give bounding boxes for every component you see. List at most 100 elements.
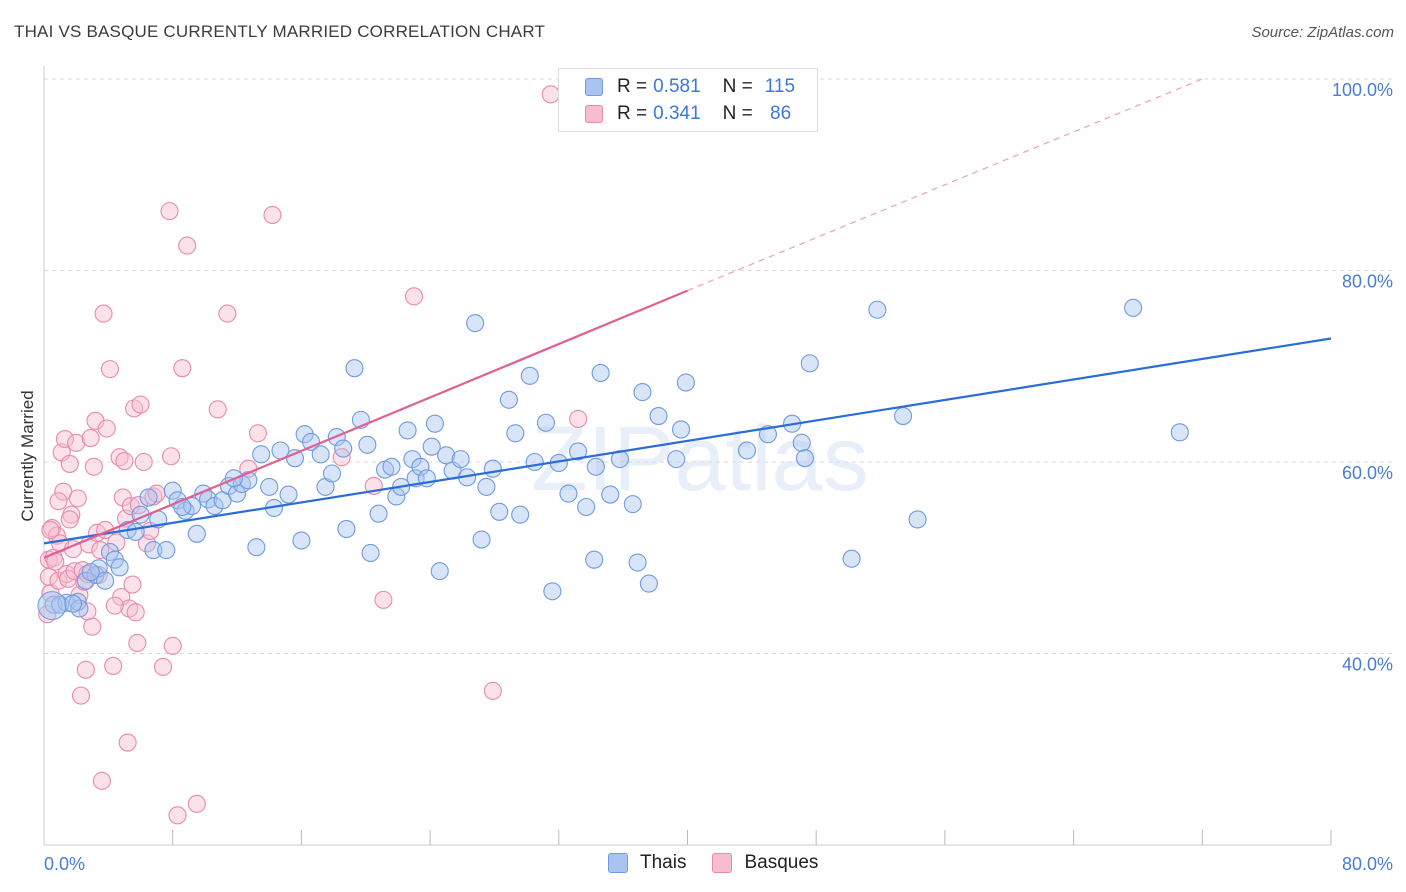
data-point xyxy=(76,571,95,590)
data-point xyxy=(134,452,153,472)
data-point xyxy=(628,553,647,572)
data-point xyxy=(67,433,86,452)
data-point xyxy=(569,409,588,428)
trend-layer xyxy=(43,78,1332,559)
data-point xyxy=(131,395,150,414)
data-point xyxy=(676,373,695,392)
thais-points xyxy=(37,298,1189,621)
data-point xyxy=(76,660,95,679)
data-point xyxy=(126,522,145,541)
data-point xyxy=(425,414,444,433)
data-point xyxy=(83,617,102,636)
data-point xyxy=(128,633,147,653)
data-point xyxy=(908,510,927,529)
data-point xyxy=(39,567,58,586)
data-point xyxy=(168,806,187,825)
data-point xyxy=(139,488,158,507)
data-point xyxy=(894,406,913,426)
data-point xyxy=(182,496,202,516)
data-point xyxy=(295,425,314,444)
series-legend: Thais Basques xyxy=(608,852,844,874)
data-point xyxy=(639,574,658,593)
data-point xyxy=(490,502,509,521)
axis-layer xyxy=(43,66,1332,846)
data-point xyxy=(520,366,539,385)
legend-label-thais: Thais xyxy=(640,852,687,873)
data-point xyxy=(591,363,610,383)
x-tick-label: 80.0% xyxy=(1342,854,1393,874)
data-point xyxy=(374,590,393,609)
data-point xyxy=(105,596,124,615)
data-point xyxy=(483,459,502,478)
data-point xyxy=(536,413,555,432)
y-tick-label: 40.0% xyxy=(1342,655,1393,675)
data-point xyxy=(187,794,206,813)
data-point xyxy=(311,445,330,464)
data-point xyxy=(382,457,401,476)
data-point xyxy=(60,454,79,473)
data-point xyxy=(263,205,282,225)
data-point xyxy=(758,425,777,444)
data-point xyxy=(247,538,266,557)
data-point xyxy=(451,450,470,469)
data-point xyxy=(868,300,887,319)
data-point xyxy=(97,419,116,438)
legend-n-value: 86 xyxy=(764,103,792,124)
data-point xyxy=(162,447,181,466)
data-point xyxy=(430,562,449,581)
legend-n-value: 115 xyxy=(764,76,796,97)
data-point xyxy=(81,563,100,582)
legend-r-label: R = xyxy=(617,76,648,97)
data-point xyxy=(361,543,380,563)
data-point xyxy=(252,445,271,464)
data-point xyxy=(163,636,182,655)
data-point xyxy=(543,582,562,601)
data-point xyxy=(334,439,353,458)
legend-r-value: 0.341 xyxy=(653,103,701,124)
data-point xyxy=(110,558,129,577)
data-point xyxy=(218,304,237,323)
data-point xyxy=(586,457,605,476)
data-point xyxy=(404,287,424,306)
legend-swatch-thais xyxy=(608,853,628,873)
legend-r-value: 0.581 xyxy=(653,76,701,97)
data-point xyxy=(633,383,652,402)
data-point xyxy=(472,530,491,549)
y-tick-label: 60.0% xyxy=(1342,463,1393,483)
data-point xyxy=(601,485,620,504)
legend-swatch-basques xyxy=(585,105,603,123)
source-label: Source: ZipAtlas.com xyxy=(1251,24,1394,41)
data-point xyxy=(842,549,861,568)
data-point xyxy=(292,531,311,550)
watermark: ZIPatlas xyxy=(531,408,868,510)
data-point xyxy=(173,359,192,378)
data-point xyxy=(115,451,134,471)
data-point xyxy=(248,424,268,443)
data-point xyxy=(41,520,60,540)
data-point xyxy=(81,429,100,448)
data-point xyxy=(411,457,430,476)
data-point xyxy=(483,681,502,700)
data-point xyxy=(153,657,173,676)
data-point xyxy=(672,420,691,439)
data-point xyxy=(279,485,298,504)
data-point xyxy=(126,603,145,622)
data-point xyxy=(649,406,668,426)
data-point xyxy=(1170,423,1189,442)
legend-item-basques: Basques xyxy=(712,852,818,874)
data-point xyxy=(577,497,596,517)
data-point xyxy=(398,421,417,440)
data-point xyxy=(525,452,544,472)
legend-r-label: R = xyxy=(617,103,648,124)
legend-n-label: N = xyxy=(722,76,753,97)
data-point xyxy=(144,541,163,560)
trend-extension-basques xyxy=(687,78,1203,292)
data-point xyxy=(187,524,206,543)
data-point xyxy=(337,519,356,539)
data-point xyxy=(499,390,518,409)
data-point xyxy=(1124,298,1143,317)
data-point xyxy=(559,484,578,503)
data-point xyxy=(104,656,123,675)
data-point xyxy=(322,464,342,483)
data-point xyxy=(422,437,441,456)
